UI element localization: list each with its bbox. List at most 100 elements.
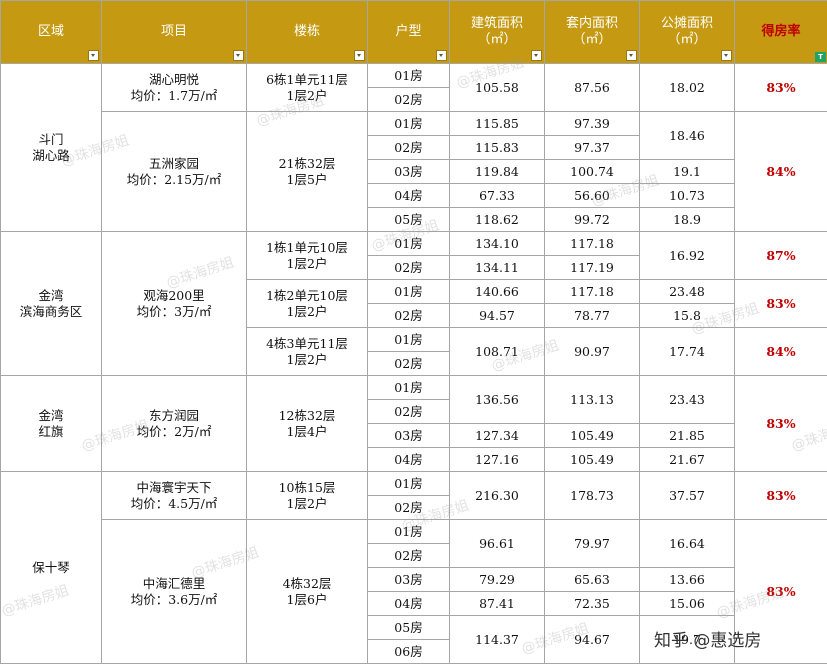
unit-cell: 01房	[367, 111, 450, 136]
built-area-cell: 127.34	[449, 423, 545, 448]
unit-cell: 02房	[367, 543, 450, 568]
rate-cell: 84%	[734, 327, 827, 376]
shared-area-cell: 16.64	[639, 519, 735, 568]
filter-dropdown-icon[interactable]	[721, 50, 732, 61]
table-row: 05房 114.37 94.67 19.7	[1, 615, 827, 664]
header-built-area: 建筑面积 （㎡）	[449, 0, 545, 64]
credit-text: 知乎 @惠选房	[654, 631, 762, 651]
unit-cell: 01房	[367, 519, 450, 544]
table-row: 02房	[1, 495, 827, 520]
unit-cell: 02房	[367, 87, 450, 112]
inner-area-cell: 117.18	[544, 231, 640, 256]
inner-area-cell: 105.49	[544, 423, 640, 448]
table-row: 保十琴 中海寰宇天下 均价：4.5万/㎡ 10栋15层 1层2户 01房 216.3…	[0, 471, 827, 664]
inner-area-cell: 100.74	[544, 159, 640, 184]
built-area-cell: 115.85	[449, 111, 545, 136]
built-area-cell: 140.66	[449, 279, 545, 304]
unit-cell: 04房	[367, 447, 450, 472]
table-row: 金湾 滨海商务区 观海200里 均价：3万/㎡ 1栋1单元10层 1层2户 01房 1…	[0, 231, 827, 376]
built-area-cell: 115.83	[449, 135, 545, 160]
header-building: 楼栋	[246, 0, 368, 64]
filter-dropdown-icon[interactable]	[626, 50, 637, 61]
project-cell: 湖心明悦 均价：1.7万/㎡	[101, 63, 247, 112]
table-row: 04房 67.33 56.60 10.73	[1, 183, 827, 208]
filter-dropdown-icon[interactable]	[354, 50, 365, 61]
header-project: 项目	[101, 0, 247, 64]
inner-area-cell: 97.37	[544, 135, 640, 160]
built-area-cell: 127.16	[449, 447, 545, 472]
project-cell: 中海汇德里 均价：3.6万/㎡	[101, 519, 247, 664]
filter-dropdown-icon[interactable]	[531, 50, 542, 61]
table-row: 02房 115.83 97.37	[1, 135, 827, 160]
rate-cell: 83%	[734, 471, 827, 520]
unit-cell: 01房	[367, 327, 450, 352]
filter-dropdown-icon[interactable]	[233, 50, 244, 61]
table-row: 斗门 湖心路 湖心明悦 均价：1.7万/㎡ 6栋1单元11层 1层2户 01房 105…	[0, 63, 827, 232]
header-row: 区域 项目 楼栋 户型 建筑面积 （㎡） 套内面积 （㎡） 公摊面积 （㎡） 得房率 T	[0, 0, 827, 64]
project-cell: 中海寰宇天下 均价：4.5万/㎡	[101, 471, 247, 520]
header-unit: 户型	[367, 0, 450, 64]
shared-area-cell: 21.67	[639, 447, 735, 472]
building-cell: 6栋1单元11层 1层2户	[246, 63, 368, 112]
built-area-cell: 114.37	[449, 615, 545, 664]
rate-cell: 87%	[734, 231, 827, 280]
table-row: 02房 134.11 117.19	[1, 255, 827, 280]
filter-dropdown-icon[interactable]	[88, 50, 99, 61]
table-row: 06房	[1, 639, 827, 664]
built-area-cell: 216.30	[449, 471, 545, 520]
header-inner-area: 套内面积 （㎡）	[544, 0, 640, 64]
shared-area-cell: 18.46	[639, 111, 735, 160]
shared-area-cell: 10.73	[639, 183, 735, 208]
unit-cell: 05房	[367, 207, 450, 232]
unit-cell: 03房	[367, 423, 450, 448]
table-row: 02房 94.57 78.77 15.8	[1, 303, 827, 328]
shared-area-cell: 16.92	[639, 231, 735, 280]
filter-active-icon[interactable]: T	[815, 52, 826, 62]
shared-area-cell: 23.43	[639, 375, 735, 424]
unit-cell: 01房	[367, 471, 450, 496]
inner-area-cell: 65.63	[544, 567, 640, 592]
shared-area-cell: 23.48	[639, 279, 735, 304]
unit-cell: 02房	[367, 255, 450, 280]
project-cell: 五洲家园 均价：2.15万/㎡	[101, 111, 247, 232]
table-row: 中海汇德里 均价：3.6万/㎡ 4栋32层 1层6户 01房 96.61 79.97…	[1, 519, 827, 664]
filter-dropdown-icon[interactable]	[436, 50, 447, 61]
built-area-cell: 87.41	[449, 591, 545, 616]
shared-area-cell: 18.9	[639, 207, 735, 232]
shared-area-cell: 15.06	[639, 591, 735, 616]
rate-cell: 83%	[734, 279, 827, 328]
built-area-cell: 94.57	[449, 303, 545, 328]
inner-area-cell: 105.49	[544, 447, 640, 472]
header-rate: 得房率 T	[734, 0, 827, 64]
table-row: 02房	[1, 399, 827, 424]
unit-cell: 04房	[367, 591, 450, 616]
built-area-cell: 96.61	[449, 519, 545, 568]
building-cell: 4栋32层 1层6户	[246, 519, 368, 664]
header-shared-area: 公摊面积 （㎡）	[639, 0, 735, 64]
region-cell: 保十琴	[0, 471, 102, 664]
unit-cell: 03房	[367, 567, 450, 592]
unit-cell: 06房	[367, 639, 450, 664]
table-row: 1栋2单元10层 1层2户 01房 140.66 117.18 23.48 83%	[1, 279, 827, 328]
region-cell: 金湾 红旗	[0, 375, 102, 472]
shared-area-cell: 19.7	[639, 615, 735, 664]
shared-area-cell: 13.66	[639, 567, 735, 592]
table-row: 03房 127.34 105.49 21.85	[1, 423, 827, 448]
unit-cell: 05房	[367, 615, 450, 640]
built-area-cell: 134.11	[449, 255, 545, 280]
unit-cell: 03房	[367, 159, 450, 184]
unit-cell: 01房	[367, 375, 450, 400]
inner-area-cell: 178.73	[544, 471, 640, 520]
built-area-cell: 105.58	[449, 63, 545, 112]
built-area-cell: 136.56	[449, 375, 545, 424]
unit-cell: 04房	[367, 183, 450, 208]
rate-cell: 83%	[734, 375, 827, 472]
table-row: 02房	[1, 87, 827, 112]
table-row: 03房 79.29 65.63 13.66	[1, 567, 827, 592]
inner-area-cell: 99.72	[544, 207, 640, 232]
built-area-cell: 119.84	[449, 159, 545, 184]
rate-cell: 83%	[734, 63, 827, 112]
table-row: 03房 119.84 100.74 19.1	[1, 159, 827, 184]
building-cell: 21栋32层 1层5户	[246, 111, 368, 232]
